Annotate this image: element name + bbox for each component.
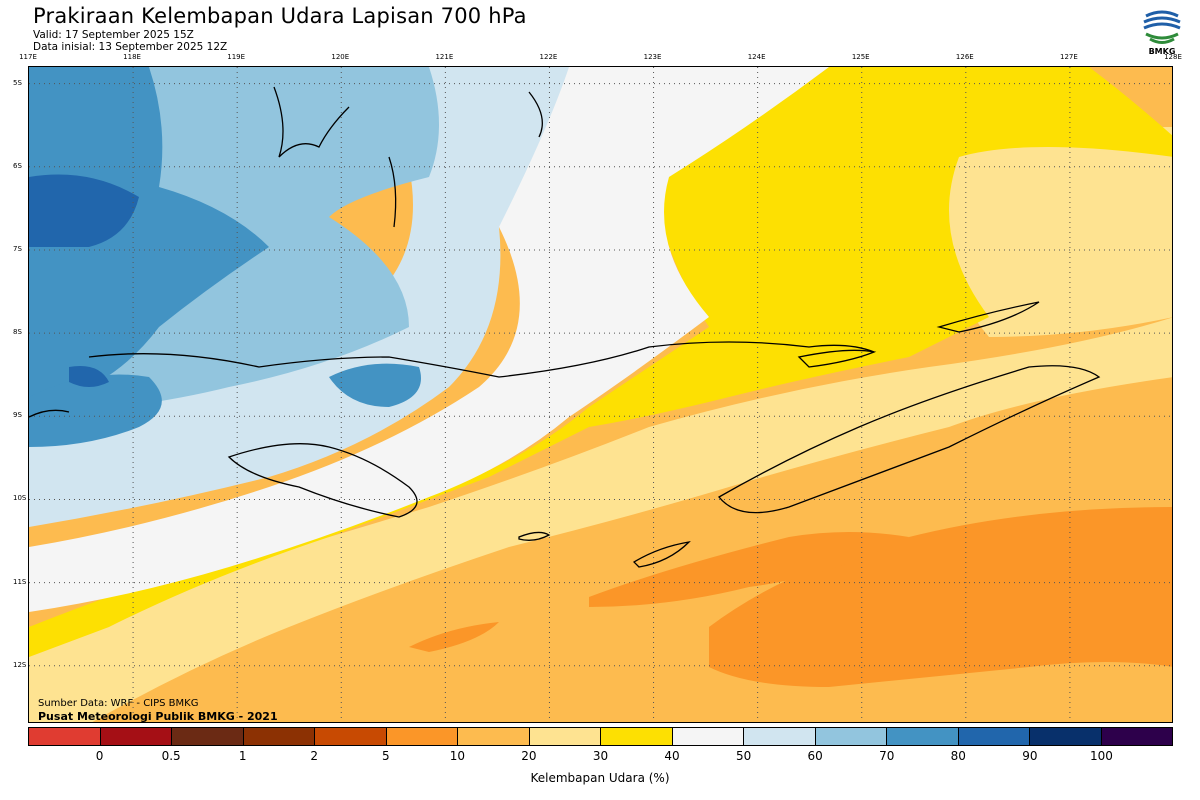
source-credit: Sumber Data: WRF - CIPS BMKG — [38, 698, 199, 709]
legend-swatch-14 — [1030, 728, 1102, 745]
field-80-90-b — [69, 366, 109, 387]
field-30-40 — [29, 67, 1172, 657]
valid-time: Valid: 17 September 2025 15Z — [33, 29, 194, 41]
page-title: Prakiraan Kelembapan Udara Lapisan 700 h… — [33, 4, 527, 28]
lat-label-5S: 5S — [13, 78, 22, 87]
lat-label-6S: 6S — [13, 161, 22, 170]
field-70-80 — [29, 67, 269, 397]
field-5-10-east — [709, 507, 1172, 687]
lon-label-126E: 126E — [955, 53, 974, 61]
coast-sumbawa-flores — [88, 341, 875, 378]
map-panel — [28, 66, 1173, 723]
field-20-30 — [29, 317, 1172, 722]
legend-tick: 0 — [95, 749, 104, 763]
field-20-30-ne — [929, 127, 1172, 337]
legend-tick: 60 — [807, 749, 823, 763]
legend-swatch-1 — [100, 728, 172, 745]
logo-text: BMKG — [1149, 47, 1176, 56]
field-40-50 — [29, 67, 829, 612]
coast-sulawesi-south — [273, 86, 350, 158]
lon-label-125E: 125E — [851, 53, 870, 61]
legend-swatch-4 — [315, 728, 387, 745]
lon-label-123E: 123E — [643, 53, 662, 61]
legend-tick: 30 — [592, 749, 609, 763]
legend-tick: 100 — [1089, 749, 1113, 763]
legend-swatch-9 — [672, 728, 744, 745]
coast-timor — [718, 365, 1101, 514]
lon-label-128E: 128E — [1164, 53, 1182, 61]
lat-label-8S: 8S — [13, 328, 22, 337]
field-70-80-c — [329, 363, 421, 407]
coast-wetar — [936, 301, 1040, 333]
lon-label-127E: 127E — [1060, 53, 1078, 61]
lat-label-9S: 9S — [13, 411, 22, 420]
legend-tick: 70 — [879, 749, 895, 763]
coast-sumba — [227, 443, 418, 518]
legend-tick: 20 — [521, 749, 537, 763]
legend-colorbar — [28, 727, 1173, 746]
lon-label-118E: 118E — [123, 53, 141, 61]
lat-label-11S: 11S — [13, 577, 27, 586]
legend-tick: 90 — [1022, 749, 1038, 763]
field-50-60 — [29, 67, 569, 527]
coast-alor — [797, 349, 877, 368]
legend-swatch-5 — [386, 728, 458, 745]
legend-tick: 0.5 — [161, 749, 181, 763]
lon-label-119E: 119E — [227, 53, 246, 61]
legend-tick: 40 — [664, 749, 680, 763]
legend-swatch-11 — [815, 728, 887, 745]
legend-tick: 2 — [310, 749, 319, 763]
legend-tick: 5 — [381, 749, 390, 763]
legend-tick: 80 — [950, 749, 966, 763]
legend-swatch-15 — [1101, 728, 1172, 745]
coast-buru — [528, 91, 543, 138]
legend-swatch-7 — [529, 728, 601, 745]
lat-label-10S: 10S — [13, 494, 27, 503]
coast-bali-lombok — [29, 409, 70, 418]
coast-savu — [518, 531, 551, 541]
coast-selayar — [388, 156, 397, 228]
legend-swatch-6 — [458, 728, 530, 745]
lon-label-122E: 122E — [539, 53, 558, 61]
legend-swatch-12 — [887, 728, 959, 745]
legend-swatch-3 — [243, 728, 315, 745]
legend-tick: 1 — [238, 749, 247, 763]
legend-swatch-2 — [172, 728, 244, 745]
field-80-90 — [29, 174, 139, 247]
bmkg-logo-icon: BMKG — [1140, 8, 1184, 58]
legend-swatch-0 — [29, 728, 101, 745]
field-70-80-b — [29, 374, 162, 447]
coastlines — [29, 86, 1101, 568]
lon-label-117E: 117E — [19, 53, 37, 61]
humidity-map — [29, 67, 1172, 722]
lat-label-7S: 7S — [13, 244, 22, 253]
center-credit: Pusat Meteorologi Publik BMKG - 2021 — [38, 710, 278, 723]
coast-rote — [632, 541, 691, 568]
lat-label-12S: 12S — [13, 660, 27, 669]
legend-swatch-10 — [744, 728, 816, 745]
lon-label-121E: 121E — [435, 53, 454, 61]
legend-tick: 10 — [449, 749, 466, 763]
legend-swatch-8 — [601, 728, 673, 745]
field-5-10-west — [409, 622, 499, 652]
grid-lines — [29, 67, 1172, 722]
initial-time: Data inisial: 13 September 2025 12Z — [33, 41, 228, 53]
legend-label: Kelembapan Udara (%) — [530, 771, 670, 785]
lon-label-120E: 120E — [331, 53, 350, 61]
legend-swatch-13 — [958, 728, 1030, 745]
lon-label-124E: 124E — [747, 53, 766, 61]
legend-tick: 50 — [735, 749, 752, 763]
field-5-10-central — [589, 532, 909, 607]
